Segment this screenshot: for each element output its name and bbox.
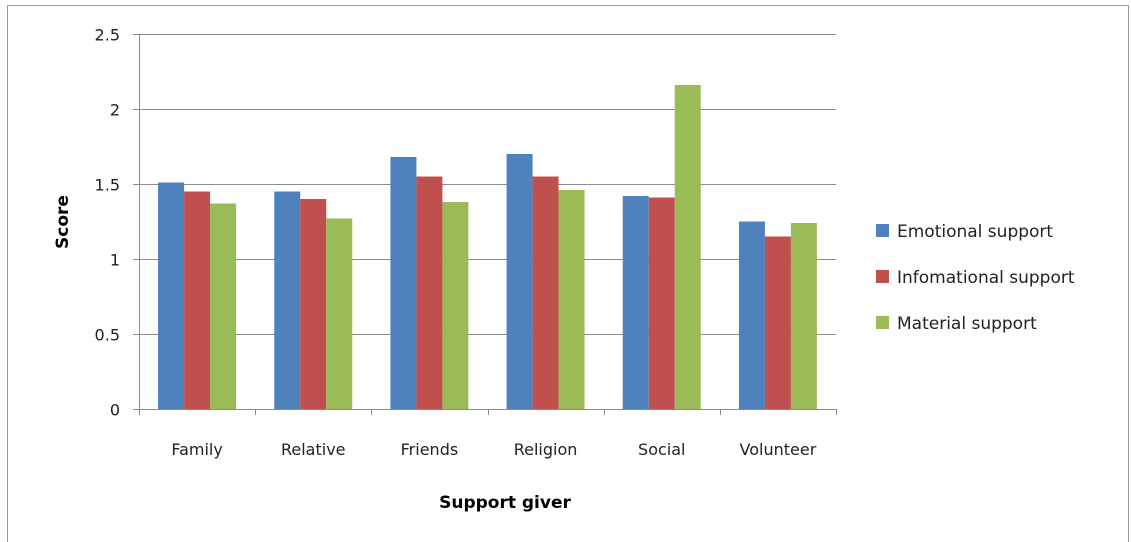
axes: [133, 34, 837, 415]
y-tick-label: 0: [110, 401, 120, 420]
legend-swatch: [876, 224, 889, 237]
x-tick-label: Social: [638, 440, 685, 459]
x-axis-title: Support giver: [439, 493, 571, 513]
bar-family-3: [210, 203, 237, 409]
bar-family-1: [158, 182, 185, 409]
bar-relative-3: [326, 218, 353, 409]
bar-volunteer-2: [764, 236, 791, 409]
bar-volunteer-1: [738, 221, 765, 409]
bar-social-3: [674, 85, 701, 409]
x-tick-label: Family: [171, 440, 222, 459]
legend: Emotional support Infomational support Mat…: [876, 222, 1075, 334]
gridlines: [139, 34, 836, 335]
bar-friends-1: [390, 157, 417, 409]
x-tick-label: Religion: [514, 440, 578, 459]
bar-relative-1: [274, 191, 301, 409]
legend-label: Material support: [897, 314, 1037, 334]
x-tick-label: Friends: [401, 440, 459, 459]
y-tick-labels: 0 0.5 1 1.5 2 2.5: [95, 26, 120, 420]
bar-social-2: [648, 197, 675, 409]
bar-religion-1: [506, 154, 533, 409]
legend-swatch: [876, 270, 889, 283]
y-tick-label: 1: [110, 251, 120, 270]
legend-swatch: [876, 316, 889, 329]
x-tick-labels: Family Relative Friends Religion Social Volun…: [171, 440, 816, 459]
bar-relative-2: [300, 199, 327, 409]
y-tick-label: 2: [110, 101, 120, 120]
bar-religion-3: [558, 190, 585, 409]
legend-label: Emotional support: [897, 222, 1053, 242]
bar-friends-2: [416, 176, 443, 409]
bar-social-1: [622, 196, 649, 409]
bar-volunteer-3: [790, 223, 817, 409]
y-tick-label: 1.5: [95, 176, 120, 195]
bar-religion-2: [532, 176, 559, 409]
y-tick-label: 2.5: [95, 26, 120, 45]
y-tick-label: 0.5: [95, 326, 120, 345]
bars: [158, 85, 817, 409]
bar-family-2: [184, 191, 211, 409]
bar-friends-3: [442, 202, 469, 409]
legend-label: Infomational support: [897, 268, 1075, 288]
x-tick-label: Relative: [281, 440, 346, 459]
x-tick-label: Volunteer: [740, 440, 817, 459]
y-axis-title: Score: [53, 195, 73, 249]
